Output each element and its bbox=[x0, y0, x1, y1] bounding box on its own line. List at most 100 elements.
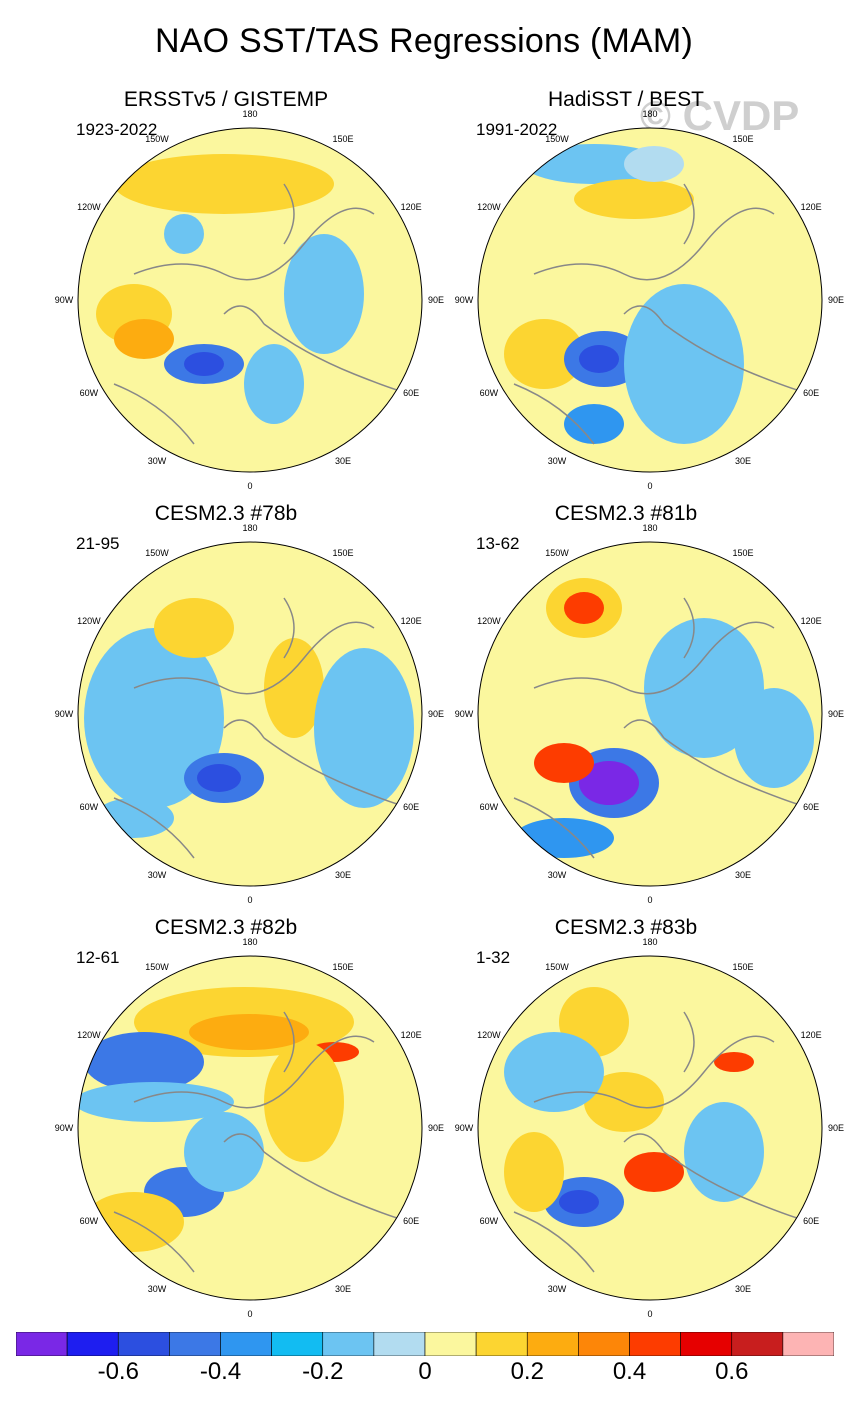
colorbar-box bbox=[475, 1332, 528, 1356]
anomaly-region bbox=[579, 761, 639, 805]
longitude-label: 90E bbox=[827, 1123, 845, 1133]
longitude-label: 60E bbox=[403, 802, 420, 812]
map-panel-6: CESM2.3 #83b 1-32 180 150E 120E 90E 60E 30E 0 30W… bbox=[426, 916, 844, 1319]
anomaly-region bbox=[78, 1082, 234, 1122]
panel-period: 1991-2022 bbox=[476, 120, 558, 139]
longitude-label: 60E bbox=[803, 388, 820, 398]
polar-map bbox=[77, 955, 423, 1301]
longitude-label: 120E bbox=[800, 1030, 822, 1040]
longitude-label: 120W bbox=[77, 616, 101, 626]
longitude-label: 180 bbox=[242, 937, 258, 947]
longitude-label: 120E bbox=[800, 202, 822, 212]
longitude-label: 60W bbox=[479, 1216, 499, 1226]
anomaly-region bbox=[514, 818, 614, 858]
anomaly-region bbox=[559, 1190, 599, 1214]
longitude-label: 150E bbox=[732, 133, 754, 144]
anomaly-region bbox=[534, 743, 594, 783]
anomaly-region bbox=[504, 1032, 604, 1112]
longitude-label: 30E bbox=[334, 870, 352, 881]
polar-map bbox=[477, 127, 823, 473]
colorbar-box bbox=[424, 1332, 477, 1356]
anomaly-region bbox=[624, 146, 684, 182]
longitude-label: 60W bbox=[79, 1216, 99, 1226]
colorbar-box bbox=[16, 1332, 68, 1356]
map-border bbox=[477, 127, 823, 473]
anomaly-region bbox=[184, 352, 224, 376]
colorbar-box bbox=[271, 1332, 324, 1356]
map-border bbox=[477, 541, 823, 887]
panel-period: 13-62 bbox=[476, 534, 520, 553]
longitude-label: 180 bbox=[242, 523, 258, 533]
colorbar-box bbox=[220, 1332, 272, 1356]
longitude-label: 30E bbox=[734, 870, 752, 881]
polar-map bbox=[477, 541, 823, 887]
colorbar-box bbox=[680, 1332, 733, 1356]
longitude-label: 0 bbox=[647, 895, 653, 905]
longitude-label: 120W bbox=[477, 616, 501, 626]
anomaly-region bbox=[164, 214, 204, 254]
anomaly-region bbox=[189, 1014, 309, 1050]
map-panel-1: ERSSTv5 / GISTEMP 1923-2022 180 150E 120E 90E… bbox=[26, 88, 444, 491]
longitude-label: 0 bbox=[247, 481, 253, 491]
anomaly-region bbox=[644, 618, 764, 758]
colorbar-tick-label: 0 bbox=[418, 1358, 432, 1385]
panel-period: 12-61 bbox=[76, 948, 120, 967]
anomaly-region bbox=[504, 1132, 564, 1212]
longitude-label: 60E bbox=[803, 802, 820, 812]
colorbar-tick-label: 0.6 bbox=[715, 1358, 749, 1385]
anomaly-region bbox=[264, 638, 324, 738]
colorbar-box bbox=[782, 1332, 834, 1356]
longitude-label: 120E bbox=[400, 202, 422, 212]
map-panel-2: HadiSST / BEST 1991-2022 180 150E 120E 90E 60E… bbox=[426, 88, 844, 491]
colorbar-box bbox=[526, 1332, 579, 1356]
anomaly-region bbox=[154, 598, 234, 658]
panel-title: HadiSST / BEST bbox=[547, 88, 704, 111]
colorbar-box bbox=[169, 1332, 221, 1356]
longitude-label: 60W bbox=[79, 388, 99, 398]
colorbar-box bbox=[629, 1332, 681, 1356]
longitude-label: 90W bbox=[454, 295, 474, 305]
longitude-label: 30W bbox=[147, 456, 167, 467]
longitude-label: 180 bbox=[242, 109, 258, 119]
anomaly-region bbox=[684, 1102, 764, 1202]
map-panel-4: CESM2.3 #81b 13-62 180 150E 120E 90E 60E 30E 0 30… bbox=[426, 502, 844, 905]
longitude-label: 30E bbox=[734, 456, 752, 467]
longitude-label: 90E bbox=[827, 709, 845, 719]
polar-map bbox=[77, 127, 423, 473]
longitude-label: 30W bbox=[547, 870, 567, 881]
longitude-label: 150E bbox=[332, 547, 354, 558]
longitude-label: 30W bbox=[547, 456, 567, 467]
longitude-label: 30W bbox=[547, 1284, 567, 1295]
longitude-label: 150W bbox=[545, 961, 569, 972]
coastlines bbox=[513, 183, 815, 445]
longitude-label: 0 bbox=[247, 895, 253, 905]
anomaly-region bbox=[504, 319, 584, 389]
anomaly-region bbox=[197, 764, 241, 792]
colorbar-tick-label: -0.4 bbox=[199, 1358, 242, 1385]
map-border bbox=[77, 955, 423, 1301]
anomaly-region bbox=[94, 798, 174, 838]
longitude-label: 150E bbox=[332, 961, 354, 972]
colorbar-box bbox=[731, 1332, 784, 1356]
map-background bbox=[478, 956, 822, 1300]
colorbar-box bbox=[117, 1332, 170, 1356]
anomaly-region bbox=[84, 628, 224, 808]
anomaly-region bbox=[184, 1112, 264, 1192]
longitude-label: 150E bbox=[732, 961, 754, 972]
anomaly-region bbox=[579, 345, 619, 373]
longitude-label: 150W bbox=[545, 133, 569, 144]
longitude-label: 0 bbox=[647, 1309, 653, 1319]
longitude-label: 120W bbox=[477, 202, 501, 212]
longitude-label: 120W bbox=[77, 202, 101, 212]
longitude-label: 180 bbox=[642, 109, 658, 119]
anomaly-region bbox=[114, 154, 334, 214]
longitude-label: 60E bbox=[403, 388, 420, 398]
map-border bbox=[77, 127, 423, 473]
panel-title: CESM2.3 #81b bbox=[554, 502, 698, 525]
longitude-label: 120W bbox=[77, 1030, 101, 1040]
longitude-label: 90W bbox=[54, 295, 74, 305]
longitude-label: 0 bbox=[647, 481, 653, 491]
longitude-label: 90E bbox=[827, 295, 845, 305]
longitude-label: 150W bbox=[545, 547, 569, 558]
panel-period: 1-32 bbox=[476, 948, 511, 967]
